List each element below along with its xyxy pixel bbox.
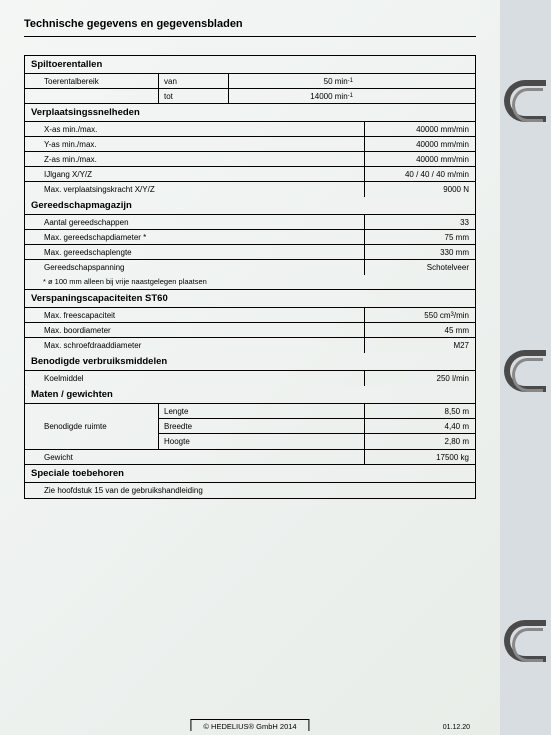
row-value: 250 l/min [365, 371, 475, 386]
row-value: 33 [365, 215, 475, 229]
length-value: 8,50 m [365, 404, 475, 418]
row-label: IJlgang X/Y/Z [39, 167, 365, 181]
row-label: Koelmiddel [39, 371, 365, 386]
table-row: Toerentalbereik van 50 min-1 [25, 74, 475, 89]
table-row: Gewicht 17500 kg [25, 450, 475, 465]
spindle-to-value: 14000 min-1 [229, 89, 359, 103]
table-row: Z-as min./max.40000 mm/min [25, 152, 475, 167]
table-row: tot 14000 min-1 [25, 89, 475, 104]
row-label: Max. verplaatsingskracht X/Y/Z [39, 182, 365, 197]
row-value: 40 / 40 / 40 m/min [365, 167, 475, 181]
spindle-range-label: Toerentalbereik [39, 74, 159, 88]
table-row: Max. gereedschaplengte330 mm [25, 245, 475, 260]
row-value: 40000 mm/min [365, 137, 475, 151]
binder-ring-icon [504, 80, 546, 122]
row-label: Aantal gereedschappen [39, 215, 365, 229]
row-value: 75 mm [365, 230, 475, 244]
space-label: Benodigde ruimte [39, 404, 159, 449]
row-value: M27 [365, 338, 475, 353]
row-label: Max. gereedschaplengte [39, 245, 365, 259]
tool-footnote: * ø 100 mm alleen bij vrije naastgelegen… [25, 275, 212, 289]
section-tool-header: Gereedschapmagazijn [25, 197, 475, 215]
weight-value: 17500 kg [365, 450, 475, 464]
section-traverse-header: Verplaatsingssnelheden [25, 104, 475, 122]
spec-table: Spiltoerentallen Toerentalbereik van 50 … [24, 55, 476, 499]
table-row: X-as min./max.40000 mm/min [25, 122, 475, 137]
section-dimensions-header: Maten / gewichten [25, 386, 475, 404]
footer-date: 01.12.20 [443, 724, 470, 731]
table-row: Aantal gereedschappen33 [25, 215, 475, 230]
table-row: Koelmiddel250 l/min [25, 371, 475, 386]
binder-edge [500, 0, 551, 735]
spindle-from-value: 50 min-1 [229, 74, 359, 88]
row-value: 330 mm [365, 245, 475, 259]
row-label: Gereedschapspanning [39, 260, 365, 275]
row-value: Schotelveer [365, 260, 475, 275]
row-label: Max. boordiameter [39, 323, 365, 337]
accessories-note: Zie hoofdstuk 15 van de gebruikshandleid… [39, 483, 475, 498]
row-label: Max. freescapaciteit [39, 308, 365, 322]
binder-ring-icon [504, 620, 546, 662]
height-value: 2,80 m [365, 434, 475, 449]
table-row: Y-as min./max.40000 mm/min [25, 137, 475, 152]
spindle-from-label: van [159, 74, 229, 88]
row-label: Y-as min./max. [39, 137, 365, 151]
row-label: X-as min./max. [39, 122, 365, 136]
width-value: 4,40 m [365, 419, 475, 433]
table-row: IJlgang X/Y/Z40 / 40 / 40 m/min [25, 167, 475, 182]
length-label: Lengte [159, 404, 365, 418]
section-capacity-header: Verspaningscapaciteiten ST60 [25, 290, 475, 308]
section-consumables-header: Benodigde verbruiksmiddelen [25, 353, 475, 371]
row-value: 40000 mm/min [365, 152, 475, 166]
table-row: Max. verplaatsingskracht X/Y/Z9000 N [25, 182, 475, 197]
row-label: Z-as min./max. [39, 152, 365, 166]
section-spindle-header: Spiltoerentallen [25, 56, 475, 74]
page-title: Technische gegevens en gegevensbladen [24, 18, 476, 37]
row-label: Max. schroefdraaddiameter [39, 338, 365, 353]
row-label: Max. gereedschapdiameter * [39, 230, 365, 244]
table-row: Max. boordiameter45 mm [25, 323, 475, 338]
table-row: Max. schroefdraaddiameterM27 [25, 338, 475, 353]
table-row: * ø 100 mm alleen bij vrije naastgelegen… [25, 275, 475, 290]
row-value: 40000 mm/min [365, 122, 475, 136]
row-value: 45 mm [365, 323, 475, 337]
document-page: Technische gegevens en gegevensbladen Sp… [0, 0, 500, 735]
binder-ring-icon [504, 350, 546, 392]
table-row: Zie hoofdstuk 15 van de gebruikshandleid… [25, 483, 475, 498]
height-label: Hoogte [159, 434, 365, 449]
section-accessories-header: Speciale toebehoren [25, 465, 475, 483]
table-row: GereedschapspanningSchotelveer [25, 260, 475, 275]
spindle-to-label: tot [159, 89, 229, 103]
row-value: 550 cm3/min [365, 308, 475, 322]
weight-label: Gewicht [39, 450, 365, 464]
width-label: Breedte [159, 419, 365, 433]
row-value: 9000 N [365, 182, 475, 197]
footer-copyright: © HEDELIUS® GmbH 2014 [190, 719, 309, 731]
table-row: Max. freescapaciteit550 cm3/min [25, 308, 475, 323]
table-row: Max. gereedschapdiameter *75 mm [25, 230, 475, 245]
